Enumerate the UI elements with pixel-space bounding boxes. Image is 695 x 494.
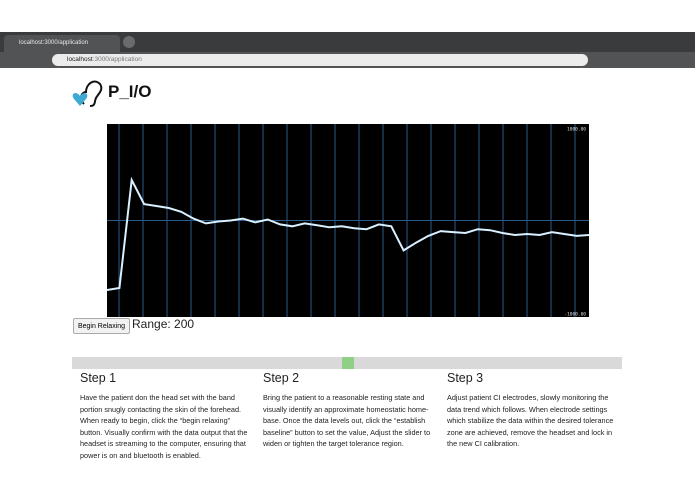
step-title: Step 3 xyxy=(447,371,484,385)
address-bar[interactable]: localhost:3000/application xyxy=(52,54,588,66)
url-host: localhost xyxy=(67,56,93,63)
y-tick-label: -1000.00 xyxy=(564,312,586,318)
slider-thumb[interactable] xyxy=(342,357,354,369)
logo xyxy=(72,80,103,107)
step-text: Adjust patient CI electrodes, slowly mon… xyxy=(447,393,614,448)
new-tab-button[interactable] xyxy=(123,36,135,48)
step-text: Have the patient don the head set with t… xyxy=(80,393,248,460)
step-1: Step 1 Have the patient don the head set … xyxy=(80,370,250,466)
y-tick-label: 1000.00 xyxy=(567,127,586,133)
range-label: Range: 200 xyxy=(132,317,195,331)
step-3: Step 3 Adjust patient CI electrodes, slow… xyxy=(447,370,617,466)
step-title: Step 1 xyxy=(80,371,117,385)
brand: P_I/O xyxy=(108,82,152,101)
step-2: Step 2 Bring the patient to a reasonable … xyxy=(263,370,433,466)
signal-trace xyxy=(107,176,589,291)
url-path: :3000/application xyxy=(92,56,142,63)
step-text: Bring the patient to a reasonable restin… xyxy=(263,393,431,448)
signal-plot: 1000.00 -1000.00 xyxy=(107,124,589,317)
browser-tab[interactable]: localhost:3000/application xyxy=(4,35,120,52)
tab-bar xyxy=(0,32,695,52)
step-title: Step 2 xyxy=(263,371,300,385)
begin-relaxing-button[interactable]: Begin Relaxing xyxy=(73,318,130,334)
